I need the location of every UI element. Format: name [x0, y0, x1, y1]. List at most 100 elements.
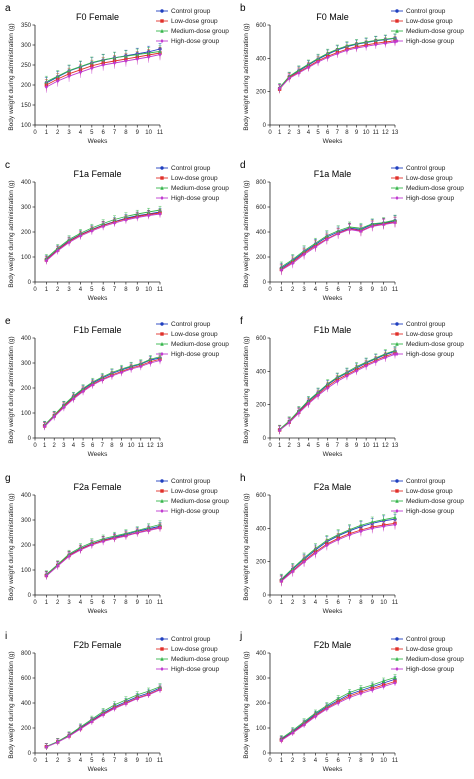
data-point	[306, 401, 311, 406]
panel-title: F2b Male	[314, 640, 352, 650]
legend-label: Medium-dose group	[406, 341, 464, 348]
x-tick-label: 13	[392, 443, 399, 449]
x-tick-label: 11	[157, 600, 164, 606]
legend-marker	[160, 647, 164, 651]
x-tick-label: 1	[280, 600, 284, 606]
x-tick-label: 11	[138, 443, 145, 449]
x-axis-label: Weeks	[88, 766, 108, 773]
legend-label: Low-dose group	[406, 488, 453, 495]
x-tick-label: 5	[316, 443, 320, 449]
x-tick-label: 10	[145, 287, 152, 293]
legend-entry: Low-dose group	[391, 488, 453, 495]
data-point	[279, 738, 284, 743]
data-point	[112, 706, 117, 711]
data-point	[81, 389, 85, 394]
x-tick-label: 7	[336, 443, 340, 449]
x-tick-label: 2	[288, 443, 292, 449]
data-point	[354, 369, 359, 373]
y-tick-label: 300	[21, 518, 32, 524]
y-axis-label: Body weight during administration (g)	[8, 493, 15, 600]
legend-marker	[395, 489, 399, 493]
legend-entry: High-dose group	[156, 38, 219, 45]
x-tick-label: 4	[79, 600, 83, 606]
legend-entry: Medium-dose group	[391, 498, 464, 505]
series-line	[281, 518, 396, 581]
series-low-dose-group	[42, 355, 162, 430]
y-tick-label: 0	[28, 280, 32, 286]
x-axis-label: Weeks	[323, 295, 343, 302]
x-tick-label: 0	[268, 600, 272, 606]
data-point	[124, 218, 128, 222]
x-tick-label: 7	[336, 130, 340, 136]
data-point	[135, 696, 139, 701]
x-tick-label: 5	[90, 600, 94, 606]
legend-entry: High-dose group	[156, 351, 219, 358]
legend-entry: Low-dose group	[156, 175, 218, 182]
x-tick-label: 11	[157, 287, 164, 293]
x-tick-label: 4	[72, 443, 76, 449]
data-point	[381, 222, 386, 227]
data-point	[374, 42, 378, 47]
data-point	[347, 690, 352, 695]
x-tick-label: 7	[113, 758, 117, 764]
y-axis-label: Body weight during administration (g)	[8, 23, 15, 130]
legend-entry: Medium-dose group	[391, 28, 464, 35]
y-axis-label: Body weight during administration (g)	[243, 180, 250, 287]
legend-entry: High-dose group	[391, 38, 454, 45]
legend-marker	[160, 489, 164, 493]
data-point	[112, 61, 117, 65]
data-point	[325, 707, 329, 711]
data-point	[336, 537, 340, 542]
x-axis-label: Weeks	[88, 608, 108, 615]
y-tick-label: 0	[28, 751, 32, 757]
x-tick-label: 8	[359, 287, 363, 293]
y-tick-label: 250	[21, 63, 32, 69]
legend-marker	[395, 667, 399, 671]
panel-letter: d	[240, 160, 246, 171]
series-line	[46, 209, 161, 259]
x-tick-label: 6	[102, 600, 106, 606]
x-tick-label: 3	[302, 600, 306, 606]
legend-marker	[160, 509, 164, 513]
x-tick-label: 2	[56, 130, 60, 136]
panel-letter: f	[240, 316, 243, 327]
x-tick-label: 10	[363, 443, 370, 449]
panel-title: F1b Female	[73, 325, 121, 335]
y-tick-label: 400	[256, 526, 267, 532]
data-point	[101, 712, 105, 717]
y-axis-label: Body weight during administration (g)	[243, 651, 250, 758]
x-tick-label: 7	[113, 130, 117, 136]
legend-label: Control group	[406, 478, 446, 485]
data-point	[112, 221, 117, 225]
data-point	[313, 714, 318, 719]
legend-marker	[395, 352, 399, 356]
data-point	[302, 723, 306, 727]
x-tick-label: 2	[53, 443, 57, 449]
legend-label: Low-dose group	[406, 18, 453, 25]
legend-marker	[160, 9, 164, 13]
x-tick-label: 6	[337, 758, 341, 764]
legend-label: High-dose group	[406, 508, 454, 515]
panel-letter: c	[5, 160, 10, 171]
data-point	[148, 361, 153, 365]
legend-label: Medium-dose group	[406, 185, 464, 192]
x-tick-label: 3	[67, 287, 71, 293]
legend-entry: High-dose group	[156, 666, 219, 673]
x-tick-label: 3	[67, 130, 71, 136]
x-tick-label: 5	[325, 600, 329, 606]
x-tick-label: 12	[382, 130, 389, 136]
x-axis-label: Weeks	[88, 295, 108, 302]
x-tick-label: 2	[288, 130, 292, 136]
series-line	[279, 353, 396, 431]
data-point	[336, 696, 340, 701]
data-point	[135, 531, 139, 535]
x-tick-label: 9	[136, 600, 140, 606]
legend-entry: Medium-dose group	[156, 656, 229, 663]
legend-marker	[160, 166, 164, 170]
legend-label: Control group	[406, 8, 446, 15]
legend-entry: Low-dose group	[391, 175, 453, 182]
x-tick-label: 4	[79, 287, 83, 293]
legend-marker	[395, 637, 399, 641]
data-point	[354, 46, 359, 50]
